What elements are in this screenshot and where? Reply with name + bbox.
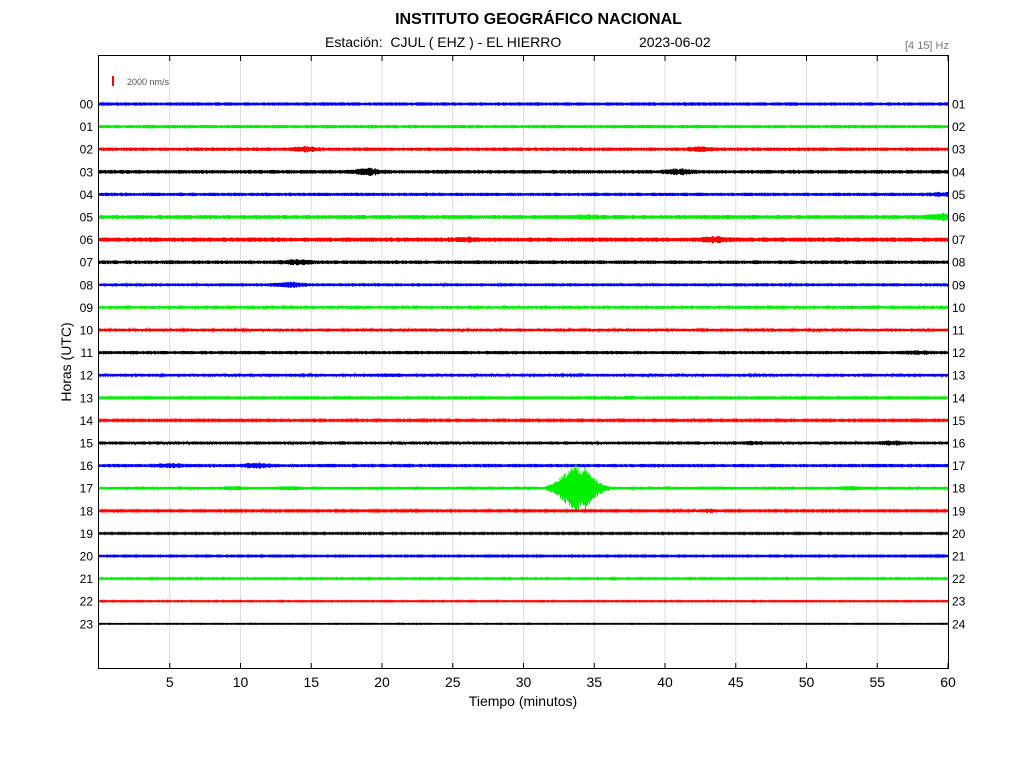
hour-label-left: 19 xyxy=(80,527,94,541)
hour-label-left: 07 xyxy=(80,256,94,270)
hour-label-left: 11 xyxy=(81,346,94,360)
hour-label-right: 23 xyxy=(952,595,966,609)
x-tick-label: 45 xyxy=(728,674,744,690)
hour-label-right: 02 xyxy=(952,120,966,134)
x-tick-label: 20 xyxy=(374,674,390,690)
hour-label-left: 17 xyxy=(80,482,94,496)
x-tick-label: 15 xyxy=(303,674,319,690)
amplitude-scale: 2000 nm/s xyxy=(112,76,170,87)
hour-label-right: 08 xyxy=(952,256,966,270)
scale-bar xyxy=(112,76,114,86)
frequency-band-label: [4 15] Hz xyxy=(904,40,949,52)
hour-label-left: 04 xyxy=(80,188,94,202)
hour-label-left: 20 xyxy=(80,550,94,564)
x-tick-label: 55 xyxy=(869,674,885,690)
y-axis-label: Horas (UTC) xyxy=(58,322,74,401)
hour-label-right: 22 xyxy=(952,572,966,586)
x-tick-label: 60 xyxy=(940,674,956,690)
hour-label-left: 14 xyxy=(80,414,94,428)
trace-group xyxy=(98,102,949,626)
hour-label-right: 06 xyxy=(952,211,966,225)
hour-label-left: 00 xyxy=(80,98,94,112)
x-tick-label: 30 xyxy=(516,674,532,690)
y-axis-labels: 00 01 01 02 02 03 03 04 04 05 05 06 06 07 07 08 08 09 09 10… xyxy=(80,98,966,632)
scale-label: 2000 nm/s xyxy=(127,77,170,87)
hour-label-right: 04 xyxy=(952,165,966,179)
hour-label-right: 15 xyxy=(952,414,966,428)
grid-lines xyxy=(169,56,878,668)
hour-label-left: 21 xyxy=(80,572,94,586)
hour-label-right: 10 xyxy=(952,301,966,315)
hour-label-left: 22 xyxy=(80,595,94,609)
hour-label-right: 16 xyxy=(952,437,966,451)
x-tick-label: 25 xyxy=(445,674,461,690)
x-tick-label: 10 xyxy=(233,674,249,690)
date-label: 2023-06-02 xyxy=(639,34,711,50)
hour-label-left: 12 xyxy=(80,369,94,383)
x-axis-ticks: 5 10 15 20 25 30 35 40 45 50 55 60 xyxy=(166,56,956,690)
hour-label-right: 03 xyxy=(952,143,966,157)
hour-label-right: 14 xyxy=(952,391,966,405)
hour-label-right: 17 xyxy=(952,459,966,473)
hour-label-right: 20 xyxy=(952,527,966,541)
hour-label-left: 15 xyxy=(80,437,94,451)
x-tick-label: 50 xyxy=(799,674,815,690)
hour-label-left: 16 xyxy=(80,459,94,473)
hour-label-right: 18 xyxy=(952,482,966,496)
hour-label-left: 03 xyxy=(80,165,94,179)
hour-label-right: 13 xyxy=(952,369,966,383)
hour-label-right: 19 xyxy=(952,504,966,518)
hour-label-right: 21 xyxy=(952,550,966,564)
x-axis-label: Tiempo (minutos) xyxy=(469,693,577,709)
hour-label-left: 01 xyxy=(80,120,94,134)
hour-label-right: 09 xyxy=(952,278,966,292)
hour-label-right: 11 xyxy=(952,324,965,338)
plot-frame xyxy=(98,55,949,669)
hour-label-left: 18 xyxy=(80,504,94,518)
hour-label-left: 08 xyxy=(80,278,94,292)
chart-title: INSTITUTO GEOGRÁFICO NACIONAL xyxy=(395,11,682,28)
hour-label-right: 12 xyxy=(952,346,966,360)
x-tick-label: 40 xyxy=(657,674,673,690)
hour-label-right: 01 xyxy=(952,98,966,112)
hour-label-right: 05 xyxy=(952,188,966,202)
hour-label-left: 02 xyxy=(80,143,94,157)
hour-label-right: 07 xyxy=(952,233,966,247)
hour-label-left: 23 xyxy=(80,617,94,631)
hour-label-left: 10 xyxy=(80,324,94,338)
hour-label-left: 06 xyxy=(80,233,94,247)
hour-label-right: 24 xyxy=(952,617,966,631)
x-tick-label: 35 xyxy=(586,674,602,690)
x-tick-label: 5 xyxy=(166,674,174,690)
hour-label-left: 09 xyxy=(80,301,94,315)
station-label: Estación: CJUL ( EHZ ) - EL HIERRO xyxy=(325,34,562,50)
hour-label-left: 05 xyxy=(80,211,94,225)
hour-label-left: 13 xyxy=(80,391,94,405)
